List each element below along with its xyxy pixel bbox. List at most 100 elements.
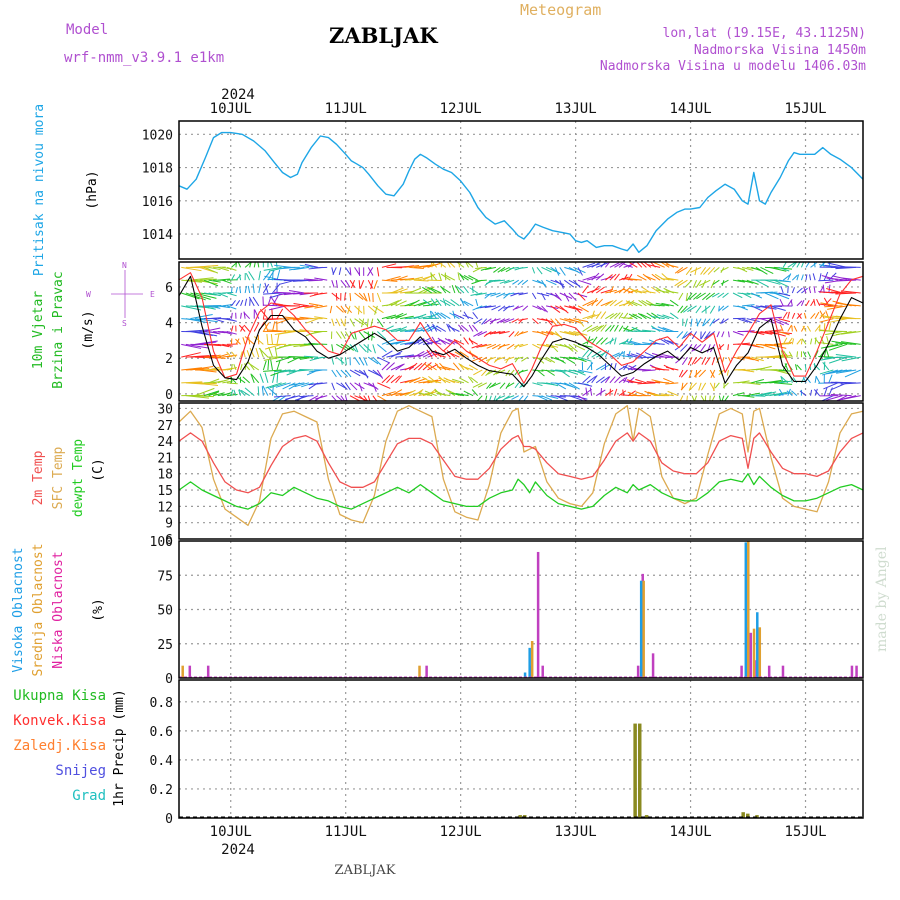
wind-arrow <box>255 347 260 358</box>
wind-arrow-field <box>181 262 861 401</box>
wind-arrow <box>782 262 787 268</box>
wind-arrow <box>665 382 679 385</box>
wind-arrow <box>345 267 351 275</box>
wind-arrow <box>702 318 711 327</box>
wind-arrow <box>699 279 711 287</box>
wind-arrow <box>349 382 358 391</box>
wind-arrow <box>451 285 456 294</box>
wind-arrow <box>623 376 628 384</box>
wind-arrow <box>541 343 554 349</box>
wind-arrow <box>654 368 670 371</box>
wind-arrow <box>448 325 460 332</box>
wind-arrow <box>554 279 565 288</box>
wind-arrow <box>268 305 287 311</box>
cloud-low-bar <box>855 665 858 678</box>
wind-arrow <box>684 318 688 327</box>
wind-arrow <box>577 356 592 362</box>
wind-arrow <box>377 343 387 353</box>
wind-arrow <box>422 286 433 294</box>
wind-arrow <box>456 286 465 294</box>
wind-arrow <box>600 324 607 332</box>
wind-arrow <box>573 305 582 314</box>
wind-arrow <box>444 274 456 281</box>
cloud-low-bar <box>188 665 192 678</box>
wind-arrow <box>304 305 319 309</box>
wind-arrow <box>686 395 688 401</box>
wind-arrow <box>751 305 763 312</box>
wind-arrow <box>764 379 782 384</box>
wind-arrow <box>618 351 624 358</box>
wind-arrow <box>680 369 688 378</box>
wind-arrow <box>272 283 281 294</box>
wind-arrow <box>190 292 211 300</box>
wind-arrow <box>687 356 693 366</box>
wind-arrow <box>358 280 361 289</box>
cloud-mid-bar <box>747 541 750 678</box>
wind-arrow <box>314 292 328 296</box>
wind-arrow <box>497 305 506 312</box>
wind-arrow <box>358 331 366 340</box>
wind-arrow <box>628 313 638 320</box>
wind-arrow <box>239 274 242 281</box>
wind-arrow <box>331 382 336 391</box>
wind-arrow <box>409 299 420 307</box>
wind-arrow <box>203 279 219 287</box>
wind-arrow <box>787 273 792 281</box>
wind-arrow <box>711 357 716 366</box>
wind-arrow <box>841 356 861 362</box>
wind-arrow <box>564 343 574 352</box>
wind-arrow <box>541 305 548 313</box>
wind-arrow <box>430 298 438 307</box>
wind-arrow <box>819 318 834 323</box>
wind-arrow <box>247 285 251 294</box>
wind-arrow <box>345 343 354 351</box>
wind-arrow <box>448 262 456 268</box>
wind-arrow <box>418 300 432 307</box>
wind-arrow <box>306 318 319 324</box>
y-tick-label: 0.6 <box>150 725 173 740</box>
wind-arrow <box>236 376 246 384</box>
wind-arrow <box>488 279 501 282</box>
wind-arrow <box>441 365 456 371</box>
wind-arrow <box>489 318 497 325</box>
day-label-top: 13JUL <box>555 101 597 117</box>
wind-ylabel-line1: 10m Vjetar <box>31 291 46 369</box>
wind-arrow <box>651 273 661 281</box>
wind-arrow <box>452 362 460 371</box>
wind-arrow <box>462 314 474 320</box>
wind-arrow <box>591 297 598 307</box>
wind-arrow <box>463 311 469 319</box>
wind-arrow <box>371 331 374 341</box>
wind-arrow <box>641 299 652 307</box>
wind-arrow <box>436 392 451 397</box>
wind-arrow <box>559 331 575 336</box>
wind-arrow <box>666 340 679 345</box>
wind-arrow <box>332 267 337 275</box>
wind-arrow <box>778 292 791 297</box>
wind-arrow <box>812 273 816 281</box>
wind-arrow <box>778 380 791 384</box>
wind-arrow <box>825 348 830 358</box>
wind-arrow <box>226 331 237 335</box>
wind-arrow <box>821 395 834 401</box>
wind-arrow <box>259 373 264 383</box>
wind-arrow <box>573 279 581 289</box>
cloud-high-bar <box>744 542 748 678</box>
wind-arrow <box>531 292 537 300</box>
wind-arrow <box>248 271 255 281</box>
wind-arrow <box>518 292 528 296</box>
wind-arrow <box>720 318 725 325</box>
wind-arrow <box>438 272 442 281</box>
wind-arrow <box>536 305 546 312</box>
wind-arrow <box>564 331 579 336</box>
wind-arrow <box>483 318 492 325</box>
cloud-low-bar <box>767 665 771 678</box>
wind-arrow <box>769 331 786 337</box>
wind-arrow <box>349 343 357 352</box>
wind-arrow <box>185 395 209 399</box>
wind-arrow <box>818 279 834 282</box>
y-tick-label: 25 <box>157 638 173 653</box>
wind-arrow <box>370 318 374 328</box>
wind-arrow <box>642 329 656 332</box>
wind-arrow <box>217 343 230 348</box>
